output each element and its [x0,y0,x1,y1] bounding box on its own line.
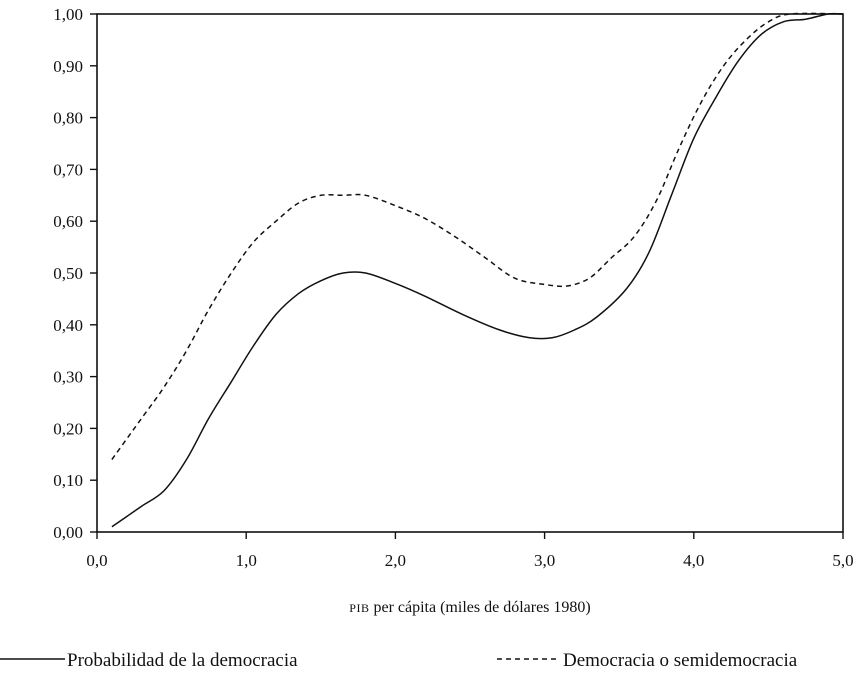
series-layer [111,12,844,528]
x-tick-label: 3,0 [534,551,555,570]
series-line-democracia-semidemocracia [111,12,844,460]
x-tick-label: 4,0 [683,551,704,570]
x-axis-title-prefix: PIB [349,601,369,615]
y-tick-label: 0,50 [53,264,83,283]
plot-border [96,13,844,533]
y-tick-label: 0,00 [53,523,83,542]
x-axis-title: PIB per cápita (miles de dólares 1980) [349,599,590,616]
y-tick-label: 0,60 [53,212,83,231]
y-tick-label: 0,90 [53,57,83,76]
x-tick-label: 2,0 [385,551,406,570]
y-tick-label: 0,40 [53,316,83,335]
x-tick-label: 0,0 [86,551,107,570]
y-axis: 0,00 0,10 0,20 0,30 0,40 0,50 0,60 0,70 0,80 0,90… [53,5,97,542]
y-tick-label: 1,00 [53,5,83,24]
legend-label: Democracia o semidemocracia [563,650,798,671]
y-tick-label: 0,70 [53,160,83,179]
y-tick-label: 0,30 [53,368,83,387]
x-axis: 0,0 1,0 2,0 3,0 4,0 5,0 [86,532,854,570]
y-tick-label: 0,10 [53,471,83,490]
plot-area [96,13,844,533]
x-tick-label: 5,0 [832,551,853,570]
x-axis-title-rest: per cápita (miles de dólares 1980) [369,599,590,616]
y-tick-label: 0,80 [53,109,83,128]
x-tick-label: 1,0 [236,551,257,570]
legend: Probabilidad de la democracia Democracia … [0,650,798,671]
series-line-probabilidad-democracia [111,12,844,528]
y-tick-label: 0,20 [53,419,83,438]
legend-label: Probabilidad de la democracia [67,650,298,671]
